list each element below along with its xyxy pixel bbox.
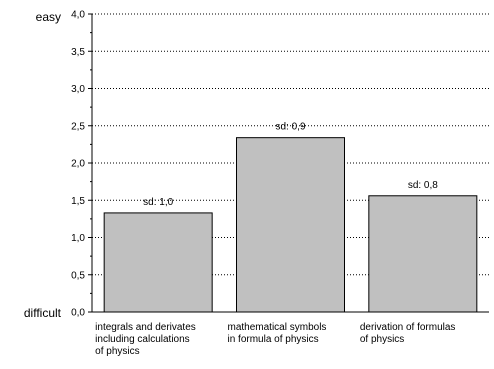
y-tick-label: 3,0 xyxy=(71,84,85,95)
bars xyxy=(103,137,478,313)
y-tick-label: 2,0 xyxy=(71,159,85,170)
bar xyxy=(103,212,213,313)
y-tick-label: 1,5 xyxy=(71,196,85,207)
y-tick-label: 1,0 xyxy=(71,233,85,244)
category-label: including calculations xyxy=(95,334,190,345)
y-tick-label: 0,0 xyxy=(71,308,85,319)
category-label: mathematical symbols xyxy=(228,322,327,333)
bar xyxy=(368,195,478,313)
sd-label: sd: 0,9 xyxy=(275,122,305,133)
sd-label: sd: 0,8 xyxy=(408,180,438,191)
y-tick-label: 2,5 xyxy=(71,121,85,132)
y-tick-label: 0,5 xyxy=(71,270,85,281)
category-label: derivation of formulas xyxy=(360,322,456,333)
y-tick-label: 3,5 xyxy=(71,47,85,58)
sd-label: sd: 1,0 xyxy=(143,197,173,208)
category-label: of physics xyxy=(360,334,404,345)
category-label: integrals and derivates xyxy=(95,322,196,333)
bar xyxy=(236,137,345,313)
y-tick-label: 4,0 xyxy=(71,10,85,21)
y-axis xyxy=(88,13,489,313)
labels: 0,0 0,5 1,0 1,5 2,0 2,5 3,0 3,5 4,0 sd: 1,0 integr… xyxy=(71,10,455,358)
category-label: in formula of physics xyxy=(228,334,319,345)
y-bottom-label: difficult xyxy=(24,306,62,320)
y-top-label: easy xyxy=(36,10,61,24)
category-label: of physics xyxy=(95,346,139,357)
